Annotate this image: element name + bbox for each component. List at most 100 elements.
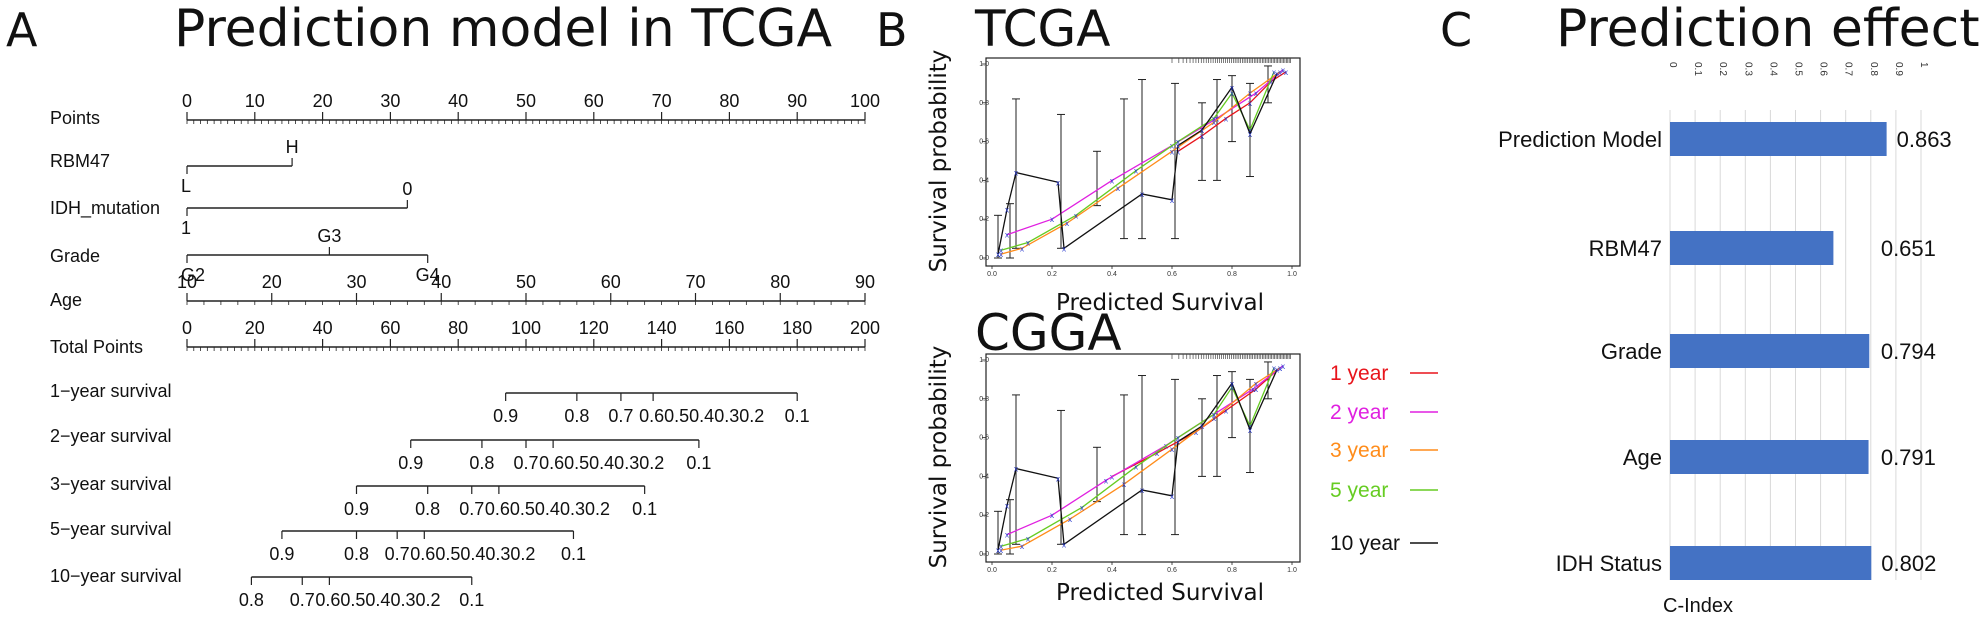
nomogram-tick-label-2-year-survival: 0.60.50.40.30.2 xyxy=(539,453,664,473)
nomogram-tick-label-2-year-survival: 0.9 xyxy=(398,453,423,473)
calibration-chart-cgga: 0.00.20.40.60.81.00.0 0.2 0.4 0.6 0.8 1.0xxxx… xyxy=(926,346,1301,606)
c-index-tick-label: 0.4 xyxy=(1767,62,1778,76)
nomogram-row-label-10-year-survival: 10−year survival xyxy=(50,566,182,586)
calibration-y-axis-title: Survival probability xyxy=(926,346,952,569)
calibration-point-marker: x xyxy=(1140,190,1144,199)
calibration-point-marker: x xyxy=(1014,465,1018,474)
nomogram-row-label-2-year-survival: 2−year survival xyxy=(50,426,172,446)
nomogram-tick-label-age: 20 xyxy=(262,272,282,292)
nomogram-tick-label-age: 40 xyxy=(431,272,451,292)
calibration-point-marker: x xyxy=(1230,83,1234,92)
nomogram-tick-label-5-year-survival: 0.60.50.40.30.2 xyxy=(410,544,535,564)
calibration-point-marker: x xyxy=(1005,531,1009,540)
c-index-category-label-prediction-model: Prediction Model xyxy=(1498,127,1662,152)
calibration-series-3-year xyxy=(1000,367,1281,551)
nomogram-tick-label-total-points: 40 xyxy=(313,318,333,338)
calibration-point-marker: x xyxy=(1065,219,1069,228)
c-index-value-label-prediction-model: 0.863 xyxy=(1897,127,1952,152)
calibration-point-marker: x xyxy=(1056,474,1060,483)
nomogram-tick-label-age: 30 xyxy=(346,272,366,292)
calibration-point-marker: x xyxy=(1056,178,1060,187)
nomogram-tick-label-5-year-survival: 0.7 xyxy=(385,544,410,564)
nomogram-tick-label-age: 80 xyxy=(770,272,790,292)
nomogram-row-label-age: Age xyxy=(50,290,82,310)
nomogram-tick-label-points: 40 xyxy=(448,91,468,111)
calibration-point-marker: x xyxy=(1212,414,1216,423)
nomogram-tick-label-idh-mutation: 1 xyxy=(181,218,191,238)
nomogram-row-label-rbm47: RBM47 xyxy=(50,151,110,171)
c-index-bar-chart: 0 0.1 0.2 0.3 0.4 0.5 0.6 0.7 0.8 0.9 1 Prediction … xyxy=(1498,62,1952,617)
calibration-point-marker: x xyxy=(1230,383,1234,392)
calibration-point-marker: x xyxy=(1200,126,1204,135)
calibration-series-2-year xyxy=(1006,365,1284,536)
calibration-point-marker: x xyxy=(1005,206,1009,215)
c-index-category-label-age: Age xyxy=(1623,445,1662,470)
calibration-point-marker: x xyxy=(1005,231,1009,240)
calibration-series-10-year xyxy=(997,369,1278,551)
nomogram-row-label-1-year-survival: 1−year survival xyxy=(50,381,172,401)
c-index-tick-label: 0.2 xyxy=(1717,62,1728,76)
calibration-point-marker: x xyxy=(1062,540,1066,549)
calibration-point-marker: x xyxy=(1224,114,1228,123)
nomogram-tick-label-points: 20 xyxy=(313,91,333,111)
nomogram-tick-label-1-year-survival: 0.8 xyxy=(564,406,589,426)
calibration-y-tick-label: 0.6 xyxy=(979,139,989,146)
nomogram-tick-label-3-year-survival: 0.8 xyxy=(415,499,440,519)
panel-b-letter: B xyxy=(876,3,908,57)
calibration-y-tick-label: 0.2 xyxy=(979,512,989,519)
calibration-point-marker: x xyxy=(1224,406,1228,415)
calibration-point-marker: x xyxy=(1281,362,1285,371)
calibration-x-tick-label: 0.0 xyxy=(987,567,997,574)
calibration-x-tick-label: 0.2 xyxy=(1047,567,1057,574)
c-index-bar-idh-status xyxy=(1670,546,1872,580)
nomogram-tick-label-total-points: 60 xyxy=(380,318,400,338)
calibration-point-marker: x xyxy=(1176,141,1180,150)
nomogram-tick-label-grade: G2 xyxy=(181,265,205,285)
c-index-tick-label: 0.3 xyxy=(1742,62,1753,76)
calibration-point-marker: x xyxy=(1170,492,1174,501)
calibration-frame xyxy=(985,57,1301,267)
calibration-y-tick-label: 0.2 xyxy=(979,216,989,223)
nomogram-tick-label-5-year-survival: 0.9 xyxy=(269,544,294,564)
nomogram-tick-label-5-year-survival: 0.1 xyxy=(561,544,586,564)
calibration-series-5-year xyxy=(1000,71,1275,251)
calibration-point-marker: x xyxy=(1110,176,1114,185)
c-index-value-label-idh-status: 0.802 xyxy=(1881,551,1936,576)
calibration-x-tick-label: 1.0 xyxy=(1287,271,1297,278)
c-index-bar-prediction-model xyxy=(1670,122,1887,156)
calibration-point-marker: x xyxy=(1248,126,1252,135)
calibration-y-tick-label: 0.4 xyxy=(979,177,989,184)
calibration-point-marker: x xyxy=(1026,534,1030,543)
c-index-tick-label: 0.7 xyxy=(1843,62,1854,76)
calibration-point-marker: x xyxy=(1014,169,1018,178)
calibration-point-marker: x xyxy=(1200,422,1204,431)
calibration-series-2-year xyxy=(1006,69,1284,236)
nomogram-tick-label-2-year-survival: 0.1 xyxy=(686,453,711,473)
nomogram-tick-label-5-year-survival: 0.8 xyxy=(344,544,369,564)
calibration-x-tick-label: 0.8 xyxy=(1227,271,1237,278)
calibration-point-marker: x xyxy=(1176,437,1180,446)
calibration-point-marker: x xyxy=(1248,130,1252,139)
calibration-x-tick-label: 0.0 xyxy=(987,271,997,278)
calibration-point-marker: x xyxy=(999,250,1003,259)
nomogram-tick-label-total-points: 0 xyxy=(182,318,192,338)
nomogram-row-label-total-points: Total Points xyxy=(50,337,143,357)
calibration-point-marker: x xyxy=(999,246,1003,255)
nomogram-tick-label-10-year-survival: 0.7 xyxy=(290,590,315,610)
nomogram-tick-label-1-year-survival: 0.60.50.40.30.2 xyxy=(639,406,764,426)
nomogram-tick-label-grade: G4 xyxy=(416,265,440,285)
calibration-point-marker: x xyxy=(1074,211,1078,220)
calibration-point-marker: x xyxy=(1026,238,1030,247)
nomogram-tick-label-10-year-survival: 0.8 xyxy=(239,590,264,610)
nomogram-tick-label-age: 60 xyxy=(601,272,621,292)
calibration-point-marker: x xyxy=(1200,132,1204,141)
nomogram-tick-label-10-year-survival: 0.60.50.40.30.2 xyxy=(315,590,440,610)
calibration-point-marker: x xyxy=(1176,147,1180,156)
calibration-x-tick-label: 0.6 xyxy=(1167,271,1177,278)
calibration-series-10-year xyxy=(997,73,1278,255)
nomogram-tick-label-total-points: 200 xyxy=(850,318,880,338)
nomogram-tick-label-1-year-survival: 0.1 xyxy=(785,406,810,426)
c-index-tick-label: 0.1 xyxy=(1692,62,1703,76)
calibration-point-marker: x xyxy=(1278,364,1282,373)
